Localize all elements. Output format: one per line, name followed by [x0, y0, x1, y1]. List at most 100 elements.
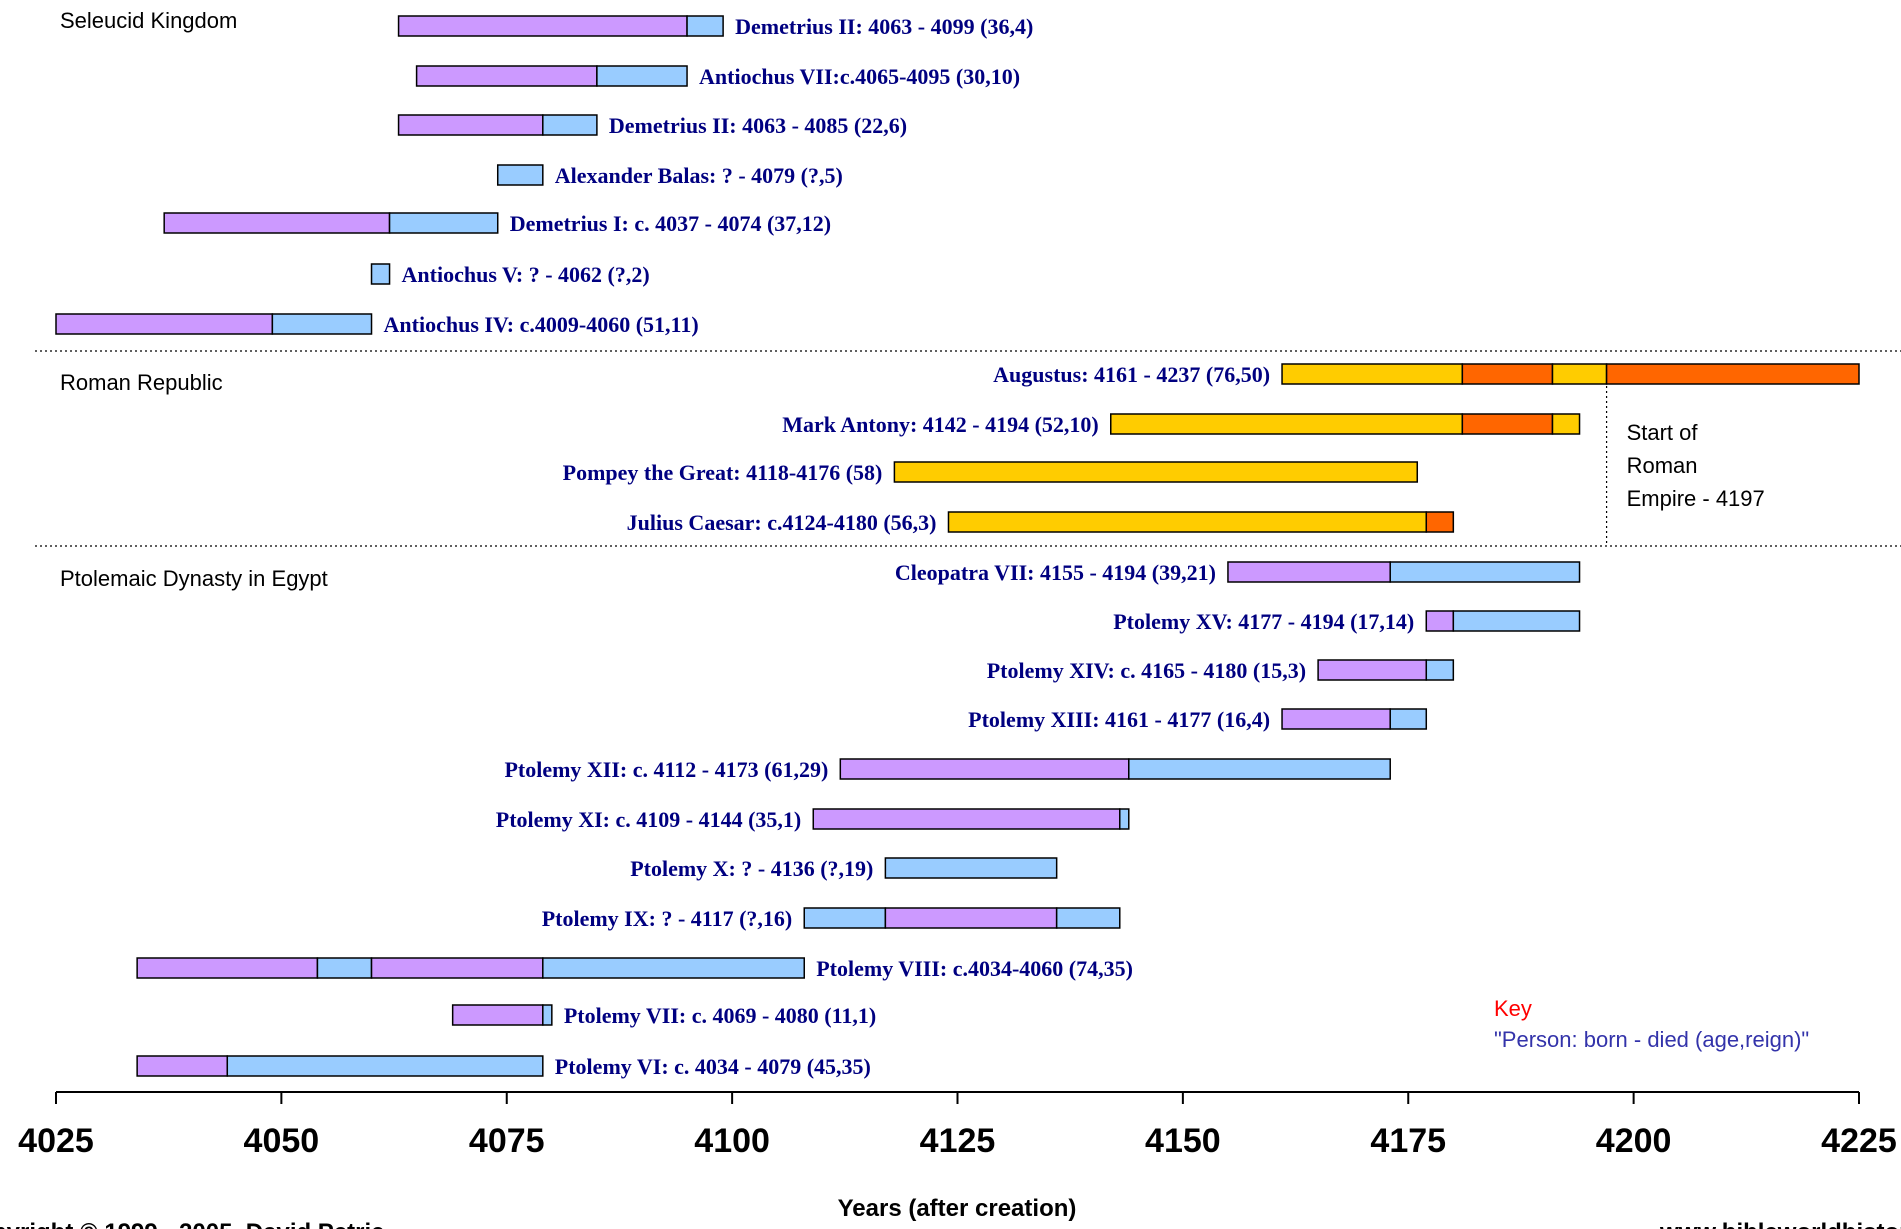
bar-segment-life	[397, 15, 688, 37]
bar-segment-life	[370, 957, 544, 979]
timeline-row	[884, 857, 1058, 879]
row-label: Demetrius II: 4063 - 4099 (36,4)	[735, 14, 1033, 39]
timeline-row	[55, 313, 373, 335]
site-url: www.bibleworldhistory.com	[1659, 1219, 1901, 1229]
bar-segment-reign	[271, 313, 373, 335]
bar-segment-life	[812, 808, 1121, 830]
timeline-row	[893, 461, 1419, 483]
row-label: Antiochus IV: c.4009-4060 (51,11)	[384, 312, 699, 337]
timeline-row	[812, 808, 1130, 830]
x-tick-label: 4050	[244, 1122, 320, 1160]
timeline-row	[163, 212, 499, 234]
bar-segment-life	[163, 212, 391, 234]
bar-segment-life	[136, 1055, 229, 1077]
row-label: Ptolemy XIII: 4161 - 4177 (16,4)	[968, 707, 1270, 732]
x-tick-label: 4100	[694, 1122, 770, 1160]
row-label: Ptolemy VIII: c.4034-4060 (74,35)	[816, 956, 1133, 981]
bar-segment-reign	[542, 957, 805, 979]
group-label-2: Roman Republic	[60, 370, 223, 395]
row-label: Alexander Balas: ? - 4079 (?,5)	[555, 163, 843, 188]
row-label: Ptolemy VI: c. 4034 - 4079 (45,35)	[555, 1054, 871, 1079]
timeline-row	[803, 907, 1121, 929]
row-label: Cleopatra VII: 4155 - 4194 (39,21)	[895, 560, 1216, 585]
bar-segment-roman_life	[1281, 363, 1464, 385]
bar-segment-reign	[596, 65, 688, 87]
bar-segment-reign	[370, 263, 391, 285]
bar-segment-life	[397, 114, 544, 136]
timeline-row	[1317, 659, 1455, 681]
row-label: Ptolemy XIV: c. 4165 - 4180 (15,3)	[987, 658, 1306, 683]
bar-segment-life	[1281, 708, 1391, 730]
bar-segment-roman_life	[893, 461, 1419, 483]
row-label: Augustus: 4161 - 4237 (76,50)	[993, 362, 1270, 387]
roman-empire-annotation-line: Roman	[1627, 453, 1698, 478]
group-separators	[35, 350, 1901, 547]
bar-segment-life	[55, 313, 274, 335]
bar-segment-reign	[542, 1004, 553, 1026]
bar-segment-roman_life	[1551, 413, 1581, 435]
bar-segment-roman_power	[1605, 363, 1860, 385]
bar-segment-life	[451, 1004, 544, 1026]
row-label: Antiochus VII:c.4065-4095 (30,10)	[699, 64, 1020, 89]
bar-segment-reign	[1389, 561, 1581, 583]
bar-segment-roman_power	[1461, 363, 1554, 385]
x-tick-label: 4150	[1145, 1122, 1221, 1160]
row-label: Ptolemy IX: ? - 4117 (?,16)	[542, 906, 793, 931]
bar-segment-roman_life	[947, 511, 1428, 533]
row-label: Pompey the Great: 4118-4176 (58)	[563, 460, 883, 485]
bar-segment-reign	[884, 857, 1058, 879]
row-label: Ptolemy XI: c. 4109 - 4144 (35,1)	[496, 807, 802, 832]
row-label: Ptolemy XV: 4177 - 4194 (17,14)	[1113, 609, 1414, 634]
bar-segment-life	[1317, 659, 1428, 681]
bar-segment-reign	[226, 1055, 544, 1077]
timeline-row	[496, 164, 544, 186]
x-tick-label: 4200	[1596, 1122, 1672, 1160]
row-labels: Demetrius II: 4063 - 4099 (36,4) Antiochu…	[384, 14, 1415, 1079]
roman-empire-annotation-line: Start of	[1627, 420, 1699, 445]
x-tick-label: 4225	[1821, 1122, 1897, 1160]
x-tick-label: 4125	[920, 1122, 996, 1160]
bar-segment-reign	[1128, 758, 1391, 780]
bar-segment-life	[884, 907, 1058, 929]
bar-segment-life	[839, 758, 1130, 780]
row-label: Demetrius II: 4063 - 4085 (22,6)	[609, 113, 907, 138]
bar-segment-roman_power	[1425, 511, 1455, 533]
bar-segment-life	[1227, 561, 1391, 583]
copyright-text: Copyright © 1999 - 2005, David Petrie	[0, 1219, 385, 1229]
group-label-1: Seleucid Kingdom	[60, 8, 237, 33]
x-tick-label: 4075	[469, 1122, 545, 1160]
timeline-row	[136, 1055, 544, 1077]
bar-segment-reign	[1389, 708, 1428, 730]
timeline-row	[1281, 363, 1860, 385]
timeline-row	[415, 65, 688, 87]
row-label: Julius Caesar: c.4124-4180 (56,3)	[627, 510, 937, 535]
bar-segment-life	[1425, 610, 1455, 632]
row-label: Demetrius I: c. 4037 - 4074 (37,12)	[510, 211, 831, 236]
timeline-row	[947, 511, 1455, 533]
timeline-row	[1227, 561, 1581, 583]
bar-segment-reign	[542, 114, 598, 136]
bar-segment-reign	[1055, 907, 1121, 929]
bar-segment-reign	[803, 907, 887, 929]
row-label: Ptolemy XII: c. 4112 - 4173 (61,29)	[504, 757, 828, 782]
roman-empire-annotation: Start of Roman Empire - 4197	[1627, 420, 1765, 511]
timeline-row	[370, 263, 391, 285]
timeline-row	[397, 114, 598, 136]
bar-segment-roman_power	[1461, 413, 1554, 435]
bar-segment-reign	[316, 957, 373, 979]
timeline-row	[1425, 610, 1581, 632]
bar-segment-reign	[1119, 808, 1130, 830]
timeline-row	[1281, 708, 1428, 730]
timeline-row	[1110, 413, 1581, 435]
bar-segment-life	[415, 65, 598, 87]
timeline-bars	[55, 15, 1860, 1077]
x-tick-label: 4025	[18, 1122, 94, 1160]
bar-segment-roman_life	[1110, 413, 1464, 435]
bar-segment-roman_life	[1551, 363, 1608, 385]
bar-segment-reign	[686, 15, 724, 37]
row-label: Antiochus V: ? - 4062 (?,2)	[402, 262, 650, 287]
group-label-3: Ptolemaic Dynasty in Egypt	[60, 566, 328, 591]
bar-segment-reign	[1425, 659, 1455, 681]
timeline-row	[839, 758, 1391, 780]
